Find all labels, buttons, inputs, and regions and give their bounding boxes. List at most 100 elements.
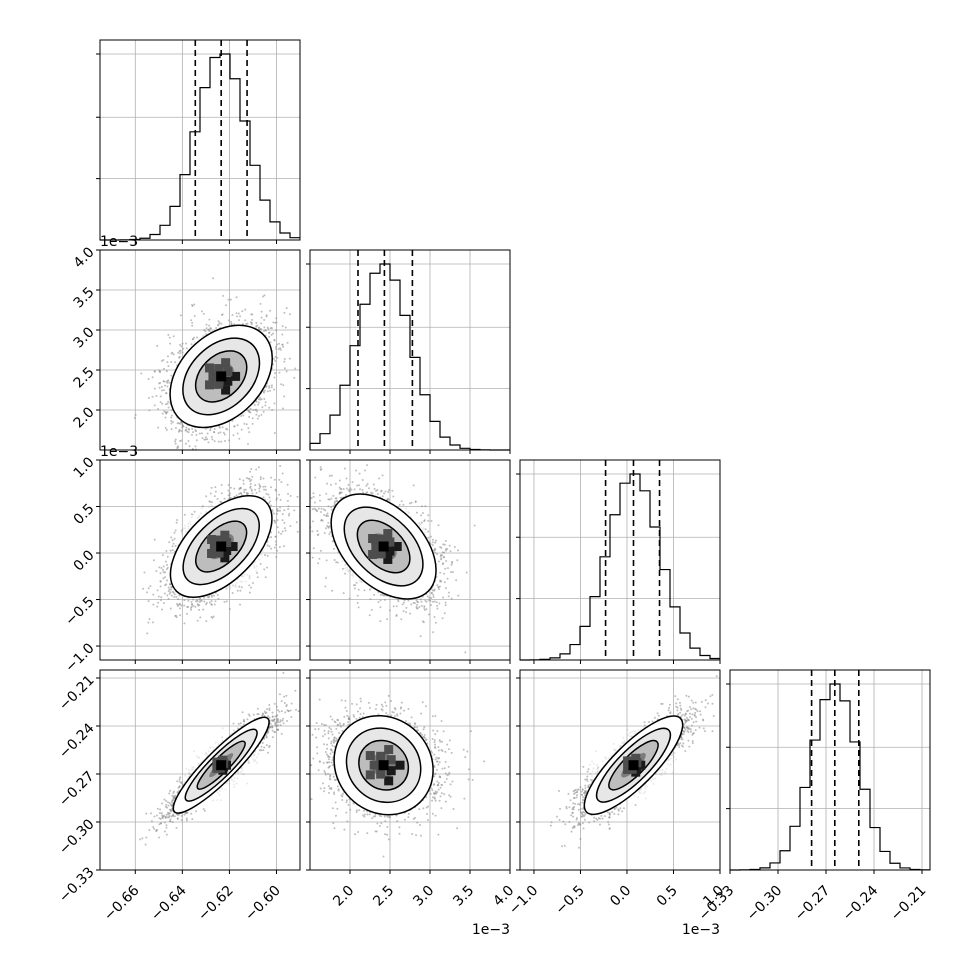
sample-point <box>153 370 156 373</box>
sample-point <box>266 326 269 329</box>
sample-point <box>151 376 154 379</box>
axis-ticks-x-1-1 <box>349 450 511 454</box>
sample-point <box>244 319 247 322</box>
sample-point <box>231 314 234 317</box>
sample-point <box>168 381 171 384</box>
sample-point <box>147 396 150 399</box>
sample-point <box>243 412 246 415</box>
sample-point <box>166 555 169 558</box>
sample-point <box>171 549 174 552</box>
sample-point <box>158 371 161 374</box>
sample-point <box>185 347 188 350</box>
sample-point <box>164 426 167 429</box>
sample-point <box>168 336 171 339</box>
sample-point <box>275 348 278 351</box>
sample-point <box>214 486 217 489</box>
sample-point <box>227 457 229 459</box>
sample-point <box>281 407 284 410</box>
sample-point <box>208 505 211 508</box>
sample-point <box>235 312 238 315</box>
sample-point <box>251 422 254 425</box>
sample-point <box>166 563 169 566</box>
sample-point <box>251 313 254 316</box>
sample-point <box>246 322 249 325</box>
panel-frame <box>99 249 301 451</box>
sample-point <box>212 277 215 280</box>
sample-point <box>282 384 285 387</box>
sample-point <box>178 607 181 610</box>
sample-point <box>159 580 162 583</box>
sample-point <box>276 526 279 529</box>
sample-point <box>242 482 245 485</box>
sample-point <box>272 321 275 324</box>
sample-point <box>313 338 315 340</box>
sample-point <box>213 427 216 430</box>
sample-point <box>250 488 253 491</box>
sample-point <box>191 324 194 327</box>
histogram-frame <box>519 459 721 661</box>
sample-point <box>215 327 218 330</box>
sample-point <box>155 395 158 398</box>
sample-point <box>243 573 246 576</box>
sample-point <box>166 579 169 582</box>
sample-point <box>170 428 173 431</box>
sample-point <box>231 592 234 595</box>
sample-point <box>162 577 165 580</box>
sample-point <box>170 588 173 591</box>
axis-ticks-y-1-0: 2.02.53.03.54.0 <box>71 244 100 431</box>
sample-point <box>195 336 198 339</box>
sample-point <box>200 432 203 435</box>
sample-point <box>173 537 176 540</box>
sample-point <box>293 509 296 512</box>
sample-point <box>204 436 207 439</box>
sample-point <box>269 389 272 392</box>
sample-point <box>205 323 208 326</box>
density-block <box>208 371 218 381</box>
sample-point <box>177 351 180 354</box>
sample-point <box>260 398 263 401</box>
sample-point <box>156 345 159 348</box>
sample-point <box>259 478 262 481</box>
sample-point <box>174 361 177 364</box>
sample-point <box>256 410 259 413</box>
sample-point <box>265 566 268 569</box>
sample-point <box>271 509 274 512</box>
sample-point <box>284 529 287 532</box>
sample-point <box>204 427 207 430</box>
sample-point <box>268 331 271 334</box>
sample-point <box>207 441 210 444</box>
sample-point <box>166 381 169 384</box>
sample-point <box>205 327 208 330</box>
sample-point <box>216 594 219 597</box>
sample-point <box>258 558 261 561</box>
sample-point <box>240 428 243 431</box>
histogram-step <box>519 473 720 661</box>
axis-ticks-x-3-3: −0.33 −0.30 −0.27 −0.24 −0.21 <box>696 870 929 925</box>
sample-point <box>274 488 277 491</box>
sample-point <box>225 427 228 430</box>
y-tick-label: 2.5 <box>71 364 98 391</box>
sample-point <box>218 321 221 324</box>
sample-point <box>283 367 286 370</box>
sample-point <box>269 341 272 344</box>
sample-point <box>283 357 286 360</box>
x-tick-label: −0.30 <box>744 883 786 925</box>
sample-point <box>248 415 251 418</box>
sample-point <box>210 595 213 598</box>
sample-point <box>163 380 166 383</box>
sample-point <box>171 545 174 548</box>
sample-point <box>162 389 165 392</box>
sample-point <box>278 342 281 345</box>
sample-point <box>140 372 143 375</box>
sample-point <box>183 513 186 516</box>
sample-point <box>193 315 196 318</box>
sample-point <box>247 409 250 412</box>
sample-point <box>304 317 306 319</box>
sample-point <box>201 335 204 338</box>
sample-point <box>164 576 167 579</box>
sample-point <box>285 370 288 373</box>
sample-point <box>191 338 194 341</box>
histogram-step <box>729 683 930 871</box>
sample-point <box>264 401 267 404</box>
sample-point <box>224 439 227 442</box>
